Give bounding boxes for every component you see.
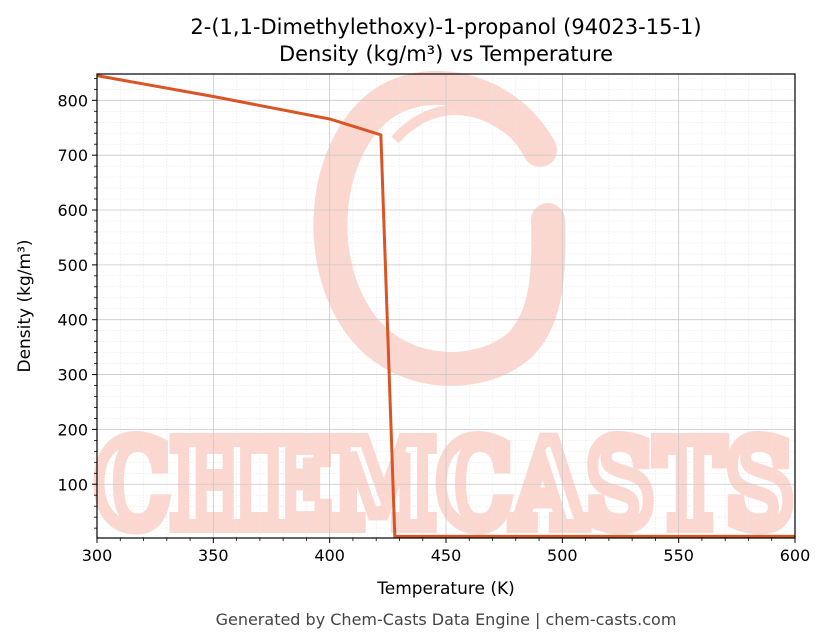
y-tick-label: 300 [57, 366, 88, 385]
y-tick-label: 200 [57, 420, 88, 439]
x-tick-label: 350 [198, 546, 229, 565]
y-tick-label: 800 [57, 91, 88, 110]
x-axis-label: Temperature (K) [376, 579, 515, 599]
x-tick-label: 300 [82, 546, 113, 565]
y-axis-label: Density (kg/m³) [15, 239, 35, 372]
y-tick-label: 100 [57, 475, 88, 494]
y-tick-label: 700 [57, 146, 88, 165]
y-axis: 100 200 300 400 500 600 700 800 [57, 77, 97, 529]
x-tick-label: 500 [547, 546, 578, 565]
series-layer [96, 74, 795, 538]
series-line-density [96, 74, 795, 538]
x-axis: 300 350 400 450 500 550 600 [82, 538, 811, 565]
y-tick-label: 600 [57, 201, 88, 220]
x-tick-label: 600 [780, 546, 811, 565]
watermark-swirl-logo [313, 71, 566, 386]
x-tick-label: 550 [663, 546, 694, 565]
chart-subtitle: Density (kg/m³) vs Temperature [279, 42, 613, 66]
y-tick-label: 400 [57, 311, 88, 330]
x-tick-label: 400 [314, 546, 345, 565]
x-tick-label: 450 [431, 546, 462, 565]
y-tick-label: 500 [57, 256, 88, 275]
footer-credit: Generated by Chem-Casts Data Engine | ch… [216, 610, 677, 629]
chart-title: 2-(1,1-Dimethylethoxy)-1-propanol (94023… [190, 15, 701, 39]
